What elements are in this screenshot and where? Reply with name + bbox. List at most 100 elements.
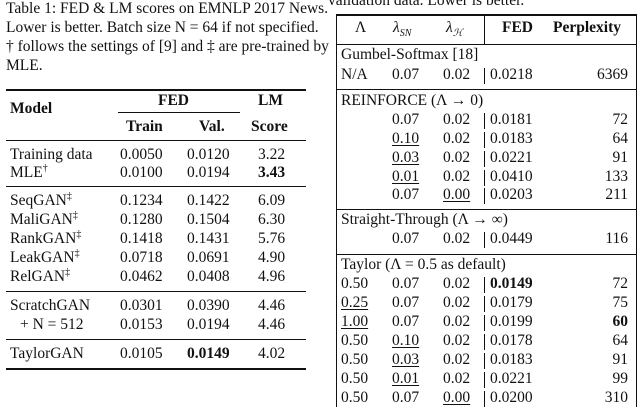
right-left-border <box>336 14 337 407</box>
cell-lambda-sn-varied: 0.10 <box>392 332 420 349</box>
cell-fed: 0.0200 <box>490 389 533 406</box>
cell-lambda-h: 0.02 <box>443 149 471 166</box>
cell-fed: 0.0178 <box>490 332 533 349</box>
row-model-relgan: RelGAN‡ <box>10 266 71 285</box>
cell-lambda-h: 0.02 <box>443 66 471 83</box>
cell-val: 0.0691 <box>187 249 230 266</box>
right-section-rule <box>336 209 637 210</box>
section-title-straight-through: Straight-Through (Λ → ∞) <box>341 211 508 228</box>
header-vertical-rule <box>484 14 485 44</box>
cell-divider <box>484 372 485 388</box>
cell-lambda: 0.50 <box>341 351 369 368</box>
left-header-rule <box>6 140 306 141</box>
header-fed: FED <box>158 92 189 109</box>
right-section-rule <box>336 254 637 255</box>
cell-fed: 0.0449 <box>490 230 533 247</box>
cell-fed-best: 0.0149 <box>490 275 533 292</box>
cell-divider <box>484 113 485 129</box>
cell-divider <box>484 170 485 186</box>
row-model-seqgan: SeqGAN‡ <box>10 190 72 209</box>
row-model-taylorgan: TaylorGAN <box>10 345 84 362</box>
cell-fed: 0.0410 <box>490 168 533 185</box>
cell-train: 0.0462 <box>120 268 163 285</box>
section-title-reinforce: REINFORCE (Λ → 0) <box>341 92 484 109</box>
cell-lambda-sn: 0.07 <box>392 230 420 247</box>
header-val: Val. <box>199 118 225 135</box>
row-model-mle: MLE† <box>10 162 48 181</box>
row-model-rankgan: RankGAN‡ <box>10 228 82 247</box>
cell-perplexity: 91 <box>612 149 629 166</box>
cell-train: 0.0301 <box>120 297 163 314</box>
cell-divider <box>484 315 485 331</box>
cell-lambda: 0.50 <box>341 370 369 387</box>
cell-val: 0.1431 <box>187 230 230 247</box>
cell-train: 0.0100 <box>120 164 163 181</box>
cell-perplexity: 6369 <box>597 66 628 83</box>
cell-lambda-h: 0.02 <box>443 370 471 387</box>
cell-lambda-h: 0.02 <box>443 230 471 247</box>
cell-perplexity: 133 <box>604 168 628 185</box>
cell-fed: 0.0183 <box>490 351 533 368</box>
cell-divider <box>484 188 485 204</box>
cell-lm: 4.46 <box>258 297 286 314</box>
cell-lambda-h: 0.02 <box>443 332 471 349</box>
cell-train: 0.0105 <box>120 345 163 362</box>
cell-lm-best: 3.43 <box>258 164 286 181</box>
cell-fed: 0.0199 <box>490 313 533 330</box>
left-top-rule <box>6 89 306 91</box>
cell-lm: 4.90 <box>258 249 286 266</box>
cell-lambda-h-varied: 0.00 <box>443 186 471 203</box>
header-lambda-h: λℋ <box>446 19 463 40</box>
caption-line-2: Lower is better. Batch size N = 64 if no… <box>6 19 319 36</box>
cell-lambda-h: 0.02 <box>443 130 471 147</box>
cell-lm: 4.46 <box>258 316 286 333</box>
cell-val: 0.0408 <box>187 268 230 285</box>
cell-fed: 0.0181 <box>490 111 533 128</box>
cell-lm: 4.96 <box>258 268 286 285</box>
cell-lambda-sn-varied: 0.03 <box>392 149 420 166</box>
caption-line-4: MLE. <box>6 57 43 74</box>
caption-line-1: Table 1: FED & LM scores on EMNLP 2017 N… <box>6 0 329 17</box>
cell-lambda-sn: 0.07 <box>392 66 420 83</box>
cell-fed: 0.0179 <box>490 294 533 311</box>
caption-line-3: † follows the settings of [9] and ‡ are … <box>6 38 329 55</box>
header-lambda: Λ <box>355 19 367 36</box>
cell-val: 0.0194 <box>187 164 230 181</box>
cell-divider <box>484 151 485 167</box>
cell-perplexity: 72 <box>612 111 629 128</box>
cell-train: 0.0718 <box>120 249 163 266</box>
cell-divider <box>484 68 485 84</box>
cell-lm: 3.22 <box>258 146 286 163</box>
left-group-rule <box>6 291 306 292</box>
cell-lambda-sn: 0.07 <box>392 389 420 406</box>
cell-lambda: 0.50 <box>341 389 369 406</box>
cell-lambda-varied: 1.00 <box>341 313 369 330</box>
cell-lambda-sn-varied: 0.03 <box>392 351 420 368</box>
left-group-rule <box>6 186 306 187</box>
cell-divider <box>484 277 485 293</box>
cell-lm: 6.09 <box>258 192 286 209</box>
right-caption-fragment: validation data. Lower is better. <box>328 0 525 9</box>
cell-perplexity: 211 <box>605 186 628 203</box>
cell-perplexity: 72 <box>612 275 629 292</box>
cell-perplexity: 99 <box>612 370 629 387</box>
row-model-maligan: MaliGAN‡ <box>10 209 78 228</box>
row-model-scratchgan: ScratchGAN <box>10 297 91 314</box>
cell-divider <box>484 334 485 350</box>
cell-train: 0.0153 <box>120 316 163 333</box>
cell-lm: 5.76 <box>258 230 286 247</box>
cell-fed: 0.0183 <box>490 130 533 147</box>
cell-lambda-sn-varied: 0.01 <box>392 168 420 185</box>
header-model: Model <box>10 100 53 117</box>
left-group-rule <box>6 339 306 340</box>
cell-lambda-h: 0.02 <box>443 275 471 292</box>
cell-divider <box>484 391 485 407</box>
right-section-rule <box>336 89 637 90</box>
cell-perplexity: 75 <box>612 294 629 311</box>
cell-lambda-h: 0.02 <box>443 111 471 128</box>
cell-lambda-h: 0.02 <box>443 168 471 185</box>
section-title-taylor: Taylor (Λ = 0.5 as default) <box>341 256 506 273</box>
cell-train: 0.1280 <box>120 211 163 228</box>
cell-lm: 4.02 <box>258 345 286 362</box>
cell-lambda: 0.50 <box>341 332 369 349</box>
